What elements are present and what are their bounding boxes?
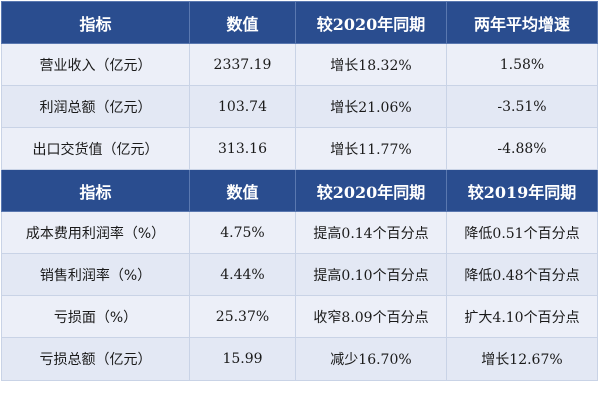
industry-stats-table: 指标 数值 较2020年同期 两年平均增速 营业收入（亿元） 2337.19 增… bbox=[1, 1, 598, 381]
header-indicator: 指标 bbox=[1, 169, 190, 212]
row-value: 25.37% bbox=[189, 295, 296, 338]
row-indicator: 成本费用利润率（%） bbox=[1, 211, 190, 254]
table-row: 营业收入（亿元） 2337.19 增长18.32% 1.58% bbox=[1, 43, 598, 86]
table-row: 成本费用利润率（%） 4.75% 提高0.14个百分点 降低0.51个百分点 bbox=[1, 211, 598, 254]
row-indicator: 亏损总额（亿元） bbox=[1, 337, 190, 381]
row-vs-2020: 提高0.14个百分点 bbox=[295, 211, 447, 254]
row-vs-2020: 增长18.32% bbox=[295, 43, 447, 86]
row-value: 2337.19 bbox=[189, 43, 296, 86]
row-value: 103.74 bbox=[189, 85, 296, 128]
row-vs-2019: 扩大4.10个百分点 bbox=[446, 295, 598, 338]
row-indicator: 亏损面（%） bbox=[1, 295, 190, 338]
table-row: 亏损面（%） 25.37% 收窄8.09个百分点 扩大4.10个百分点 bbox=[1, 295, 598, 338]
row-vs-2020: 增长11.77% bbox=[295, 127, 447, 170]
header-vs-2020: 较2020年同期 bbox=[295, 1, 447, 44]
table-row: 亏损总额（亿元） 15.99 减少16.70% 增长12.67% bbox=[1, 337, 598, 381]
row-vs-2020: 增长21.06% bbox=[295, 85, 447, 128]
table2-header-row: 指标 数值 较2020年同期 较2019年同期 bbox=[1, 169, 598, 212]
row-value: 313.16 bbox=[189, 127, 296, 170]
header-value: 数值 bbox=[189, 169, 296, 212]
row-vs-2020: 减少16.70% bbox=[295, 337, 447, 381]
table-row: 销售利润率（%） 4.44% 提高0.10个百分点 降低0.48个百分点 bbox=[1, 253, 598, 296]
header-value: 数值 bbox=[189, 1, 296, 44]
table-row: 利润总额（亿元） 103.74 增长21.06% -3.51% bbox=[1, 85, 598, 128]
row-indicator: 利润总额（亿元） bbox=[1, 85, 190, 128]
table-row: 出口交货值（亿元） 313.16 增长11.77% -4.88% bbox=[1, 127, 598, 170]
header-vs-2020: 较2020年同期 bbox=[295, 169, 447, 212]
row-vs-2019: 降低0.48个百分点 bbox=[446, 253, 598, 296]
row-vs-2020: 提高0.10个百分点 bbox=[295, 253, 447, 296]
row-vs-2020: 收窄8.09个百分点 bbox=[295, 295, 447, 338]
header-vs-2019: 较2019年同期 bbox=[446, 169, 598, 212]
header-two-year-avg-growth: 两年平均增速 bbox=[446, 1, 598, 44]
row-vs-2019: 降低0.51个百分点 bbox=[446, 211, 598, 254]
row-indicator: 出口交货值（亿元） bbox=[1, 127, 190, 170]
row-indicator: 销售利润率（%） bbox=[1, 253, 190, 296]
row-value: 4.44% bbox=[189, 253, 296, 296]
row-value: 15.99 bbox=[189, 337, 296, 381]
row-two-year-avg: 1.58% bbox=[446, 43, 598, 86]
row-indicator: 营业收入（亿元） bbox=[1, 43, 190, 86]
row-value: 4.75% bbox=[189, 211, 296, 254]
row-two-year-avg: -4.88% bbox=[446, 127, 598, 170]
row-two-year-avg: -3.51% bbox=[446, 85, 598, 128]
header-indicator: 指标 bbox=[1, 1, 190, 44]
table1-header-row: 指标 数值 较2020年同期 两年平均增速 bbox=[1, 1, 598, 44]
row-vs-2019: 增长12.67% bbox=[446, 337, 598, 381]
